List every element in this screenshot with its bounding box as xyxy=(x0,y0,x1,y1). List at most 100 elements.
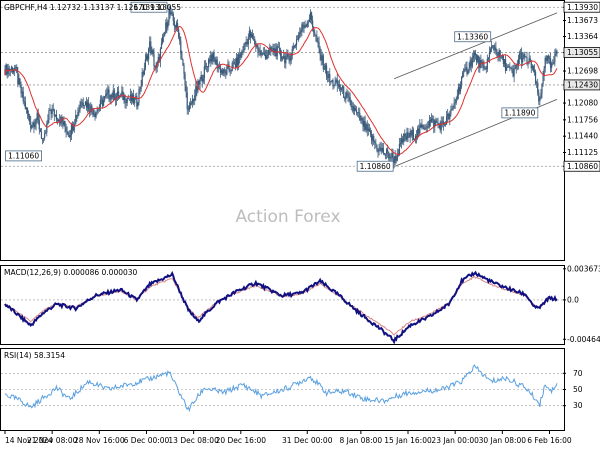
candle-body xyxy=(358,112,360,114)
candle-body xyxy=(159,48,162,62)
candle-body xyxy=(453,103,455,109)
candle-body xyxy=(172,13,174,21)
candle-body xyxy=(220,70,223,73)
price-tick-label: 1.12698 xyxy=(567,67,598,76)
candle-body xyxy=(274,48,276,53)
candle-body xyxy=(254,38,256,45)
candle-body xyxy=(208,59,210,68)
candle-body xyxy=(278,47,280,50)
candle-body xyxy=(381,147,383,152)
candle-body xyxy=(496,51,498,57)
candle-body xyxy=(297,39,299,41)
candle-body xyxy=(512,71,514,77)
candle-body xyxy=(400,138,403,144)
candle-body xyxy=(373,136,375,143)
candle-body xyxy=(6,64,8,75)
price-tick-label: 1.12080 xyxy=(567,99,598,108)
candle-body xyxy=(32,122,34,126)
candle-body xyxy=(103,99,105,106)
candle-body xyxy=(202,78,204,82)
candle-body xyxy=(39,129,41,132)
candle-body xyxy=(439,123,441,131)
annotation-label: 1.10860 xyxy=(360,162,391,171)
candle-body xyxy=(198,81,200,85)
candle-body xyxy=(195,86,197,96)
candle-body xyxy=(462,72,464,78)
candle-body xyxy=(152,50,154,55)
candle-body xyxy=(267,54,269,56)
candle-body xyxy=(187,108,189,110)
candle-body xyxy=(331,80,333,82)
candle-body xyxy=(545,57,547,61)
candle-body xyxy=(239,54,241,58)
candle-body xyxy=(385,149,388,154)
candle-body xyxy=(228,64,230,71)
price-tag-label: 1.12430 xyxy=(567,81,598,90)
candle-body xyxy=(180,40,182,54)
candle-body xyxy=(211,54,213,62)
candle-body xyxy=(511,68,513,72)
candle-body xyxy=(113,90,115,101)
candle-body xyxy=(80,102,82,107)
candle-body xyxy=(542,75,544,85)
candle-body xyxy=(428,119,431,127)
candle-body xyxy=(272,48,274,51)
candle-body xyxy=(160,42,163,49)
rsi-tick-label: 70 xyxy=(573,369,583,378)
candle-body xyxy=(456,95,458,99)
candle-body xyxy=(391,153,393,158)
candle-body xyxy=(454,102,456,104)
price-tag-label: 1.13055 xyxy=(567,48,598,57)
candle-body xyxy=(487,57,490,59)
candle-body xyxy=(382,147,384,154)
candle-body xyxy=(100,99,103,101)
macd-tick-label: 0.003673 xyxy=(567,264,600,273)
candle-body xyxy=(551,63,553,68)
candle-body xyxy=(414,135,417,140)
macd-panel-frame xyxy=(0,265,565,345)
price-tag-box xyxy=(563,160,600,172)
candle-body xyxy=(8,68,10,71)
candle-body xyxy=(346,92,348,94)
candle-body xyxy=(321,55,323,61)
candle-body xyxy=(212,53,214,62)
candle-body xyxy=(64,121,66,128)
candle-body xyxy=(354,108,357,110)
candle-body xyxy=(38,120,40,130)
candle-body xyxy=(66,131,68,133)
candle-body xyxy=(133,94,135,104)
candle-body xyxy=(425,127,427,129)
candle-body xyxy=(478,55,480,68)
candle-body xyxy=(56,119,59,121)
candle-body xyxy=(313,27,315,33)
candle-body xyxy=(48,110,50,120)
candle-body xyxy=(334,81,336,86)
candle-body xyxy=(47,119,49,124)
candle-body xyxy=(323,69,326,70)
candle-body xyxy=(539,99,541,102)
candle-body xyxy=(35,120,37,125)
candle-body xyxy=(287,54,289,56)
candle-body xyxy=(554,54,556,63)
candle-body xyxy=(348,96,350,98)
annotation-box xyxy=(130,1,168,13)
candle-body xyxy=(265,55,268,59)
candle-body xyxy=(51,109,53,114)
candle-body xyxy=(294,45,297,47)
price-tick-label: 1.11125 xyxy=(567,148,598,157)
candle-body xyxy=(349,97,351,101)
candle-body xyxy=(92,109,94,115)
candle-body xyxy=(502,55,505,65)
candle-body xyxy=(555,51,557,55)
candle-body xyxy=(412,129,414,140)
candle-body xyxy=(258,51,260,52)
candle-body xyxy=(442,121,444,125)
candle-body xyxy=(372,136,374,141)
candle-body xyxy=(501,55,503,58)
candle-body xyxy=(30,121,32,129)
candle-body xyxy=(481,61,483,63)
candle-body xyxy=(53,109,55,117)
candle-body xyxy=(224,69,226,72)
candle-body xyxy=(482,61,484,66)
candle-body xyxy=(108,89,110,99)
